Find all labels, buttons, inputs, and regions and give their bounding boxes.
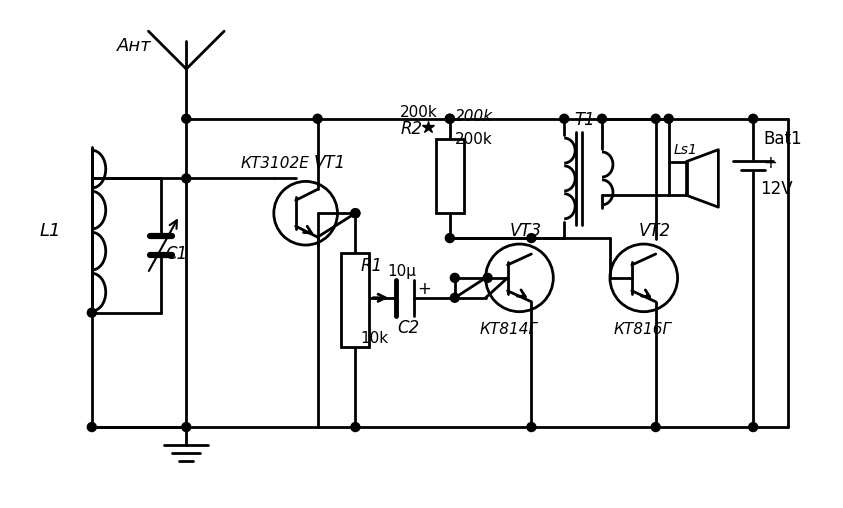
Circle shape [749, 423, 758, 431]
Circle shape [351, 209, 360, 218]
Circle shape [182, 174, 191, 183]
Circle shape [652, 114, 660, 123]
Circle shape [88, 308, 96, 317]
Circle shape [450, 273, 459, 282]
Bar [668, 162, 686, 195]
Text: КТ814Г: КТ814Г [480, 322, 538, 337]
Circle shape [483, 273, 492, 282]
Circle shape [560, 114, 569, 123]
Circle shape [445, 114, 454, 123]
Circle shape [527, 234, 536, 242]
Text: 200k: 200k [455, 132, 492, 147]
Bar [436, 139, 464, 213]
Circle shape [527, 423, 536, 431]
Circle shape [351, 209, 360, 218]
Circle shape [445, 114, 454, 123]
Text: L1: L1 [40, 221, 61, 240]
Text: T1: T1 [574, 111, 595, 129]
Text: Bat1: Bat1 [763, 130, 802, 148]
Text: R2: R2 [400, 120, 422, 138]
Text: 200k: 200k [455, 109, 493, 124]
Circle shape [313, 114, 322, 123]
Circle shape [351, 423, 360, 431]
Text: КТ3102Е: КТ3102Е [241, 156, 310, 172]
Circle shape [664, 114, 673, 123]
Text: Ls1: Ls1 [674, 143, 697, 156]
Text: VT3: VT3 [509, 222, 542, 240]
Text: КТ816Г: КТ816Г [614, 322, 672, 337]
Text: 200k: 200k [400, 105, 438, 120]
Text: 10k: 10k [360, 331, 389, 345]
Text: R1: R1 [360, 257, 383, 275]
Text: C2: C2 [397, 319, 419, 337]
Text: +: + [417, 280, 431, 298]
Bar [341, 253, 369, 347]
Text: C1: C1 [165, 245, 188, 264]
Text: Ант: Ант [116, 37, 151, 55]
Text: 10μ: 10μ [387, 264, 416, 279]
Circle shape [182, 114, 191, 123]
Text: 12V: 12V [760, 180, 792, 198]
Polygon shape [686, 150, 718, 207]
Text: VT2: VT2 [639, 222, 671, 240]
Text: VT1: VT1 [314, 154, 346, 173]
Circle shape [749, 114, 758, 123]
Circle shape [445, 234, 454, 242]
Circle shape [652, 423, 660, 431]
Circle shape [182, 423, 191, 431]
Circle shape [598, 114, 606, 123]
Circle shape [450, 293, 459, 302]
Circle shape [88, 423, 96, 431]
Text: +: + [763, 154, 777, 173]
